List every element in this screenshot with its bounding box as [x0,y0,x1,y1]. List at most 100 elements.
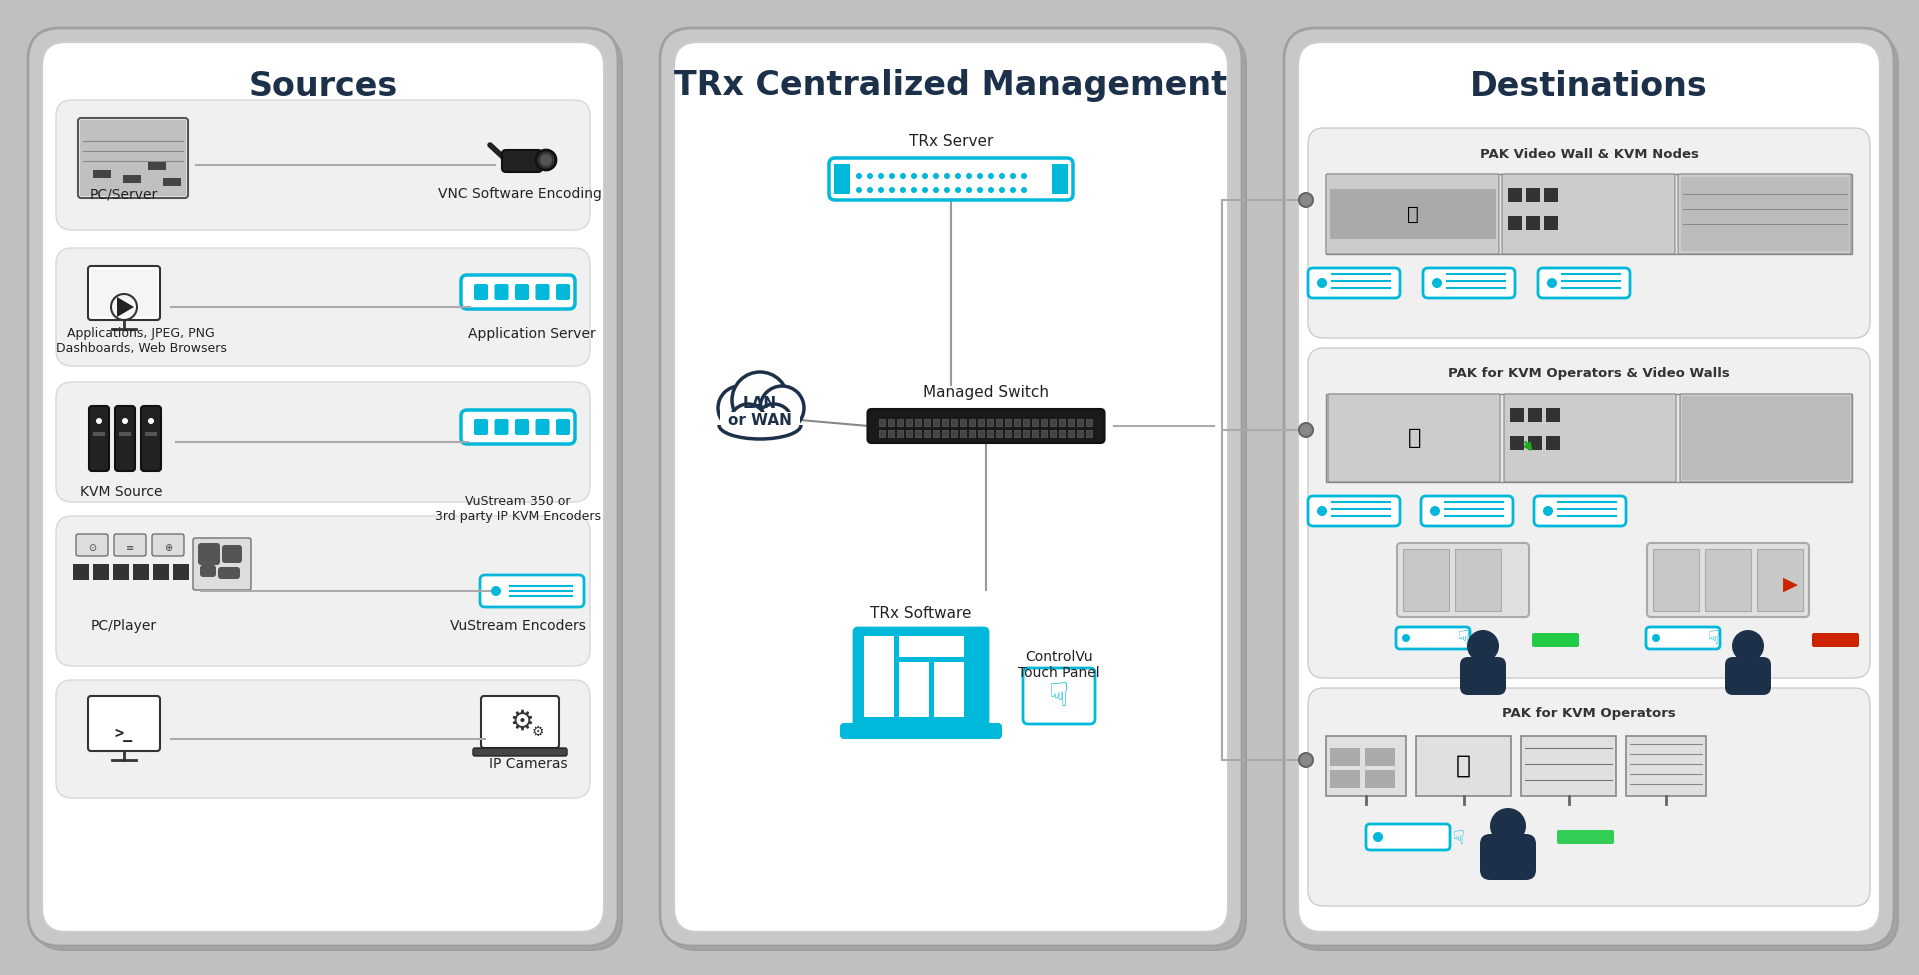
FancyBboxPatch shape [1503,174,1675,254]
Circle shape [888,187,894,193]
FancyBboxPatch shape [219,567,240,579]
FancyBboxPatch shape [1504,394,1675,482]
Bar [896,419,902,426]
FancyBboxPatch shape [200,565,217,577]
Circle shape [1547,278,1556,288]
Circle shape [956,187,961,193]
Circle shape [977,187,983,193]
Circle shape [760,386,804,430]
FancyBboxPatch shape [674,42,1228,932]
Text: 🌍: 🌍 [1407,205,1418,223]
Bar [154,564,169,580]
Bar [933,419,938,426]
Bar [1326,174,1852,254]
Bar [720,412,800,442]
Text: PC/Server: PC/Server [90,187,157,201]
Bar [1522,736,1616,796]
FancyBboxPatch shape [1309,348,1869,678]
Circle shape [1000,187,1006,193]
FancyBboxPatch shape [495,284,509,300]
Text: IP Cameras: IP Cameras [489,757,568,771]
FancyBboxPatch shape [829,158,1073,200]
Bar [906,419,912,426]
FancyBboxPatch shape [1290,33,1900,951]
FancyBboxPatch shape [514,284,530,300]
FancyBboxPatch shape [666,33,1247,951]
Circle shape [921,187,929,193]
Text: TRx Centralized Management: TRx Centralized Management [674,69,1228,102]
Circle shape [956,173,961,179]
FancyBboxPatch shape [1460,657,1506,695]
FancyBboxPatch shape [1537,268,1629,298]
FancyBboxPatch shape [33,33,624,951]
FancyBboxPatch shape [56,516,589,666]
Bar [942,430,948,437]
Circle shape [1009,187,1015,193]
Bar [1330,189,1497,239]
Bar [73,564,88,580]
Circle shape [729,404,766,440]
Bar [92,432,106,436]
Circle shape [718,386,762,430]
Bar [1545,188,1558,202]
FancyBboxPatch shape [1679,394,1852,482]
Bar [906,430,912,437]
FancyBboxPatch shape [29,28,618,946]
Bar [942,419,948,426]
Circle shape [148,418,154,424]
FancyBboxPatch shape [1725,657,1771,695]
Circle shape [867,187,873,193]
Circle shape [879,187,885,193]
Bar [898,662,929,717]
FancyBboxPatch shape [1297,42,1881,932]
Bar [1032,430,1038,437]
Bar [1040,430,1046,437]
FancyBboxPatch shape [482,696,558,748]
Circle shape [1543,506,1552,516]
Circle shape [912,173,917,179]
FancyBboxPatch shape [461,410,576,444]
Circle shape [900,173,906,179]
Text: VuStream Encoders: VuStream Encoders [451,619,585,633]
Bar [996,419,1002,426]
Text: PAK for KVM Operators & Video Walls: PAK for KVM Operators & Video Walls [1449,368,1729,380]
FancyBboxPatch shape [1023,668,1096,724]
Bar [1508,188,1522,202]
FancyBboxPatch shape [1395,627,1470,649]
FancyBboxPatch shape [1288,32,1898,950]
FancyBboxPatch shape [660,28,1242,946]
Bar [1364,748,1395,766]
Text: Applications, JPEG, PNG
Dashboards, Web Browsers: Applications, JPEG, PNG Dashboards, Web … [56,327,226,355]
Circle shape [856,187,862,193]
Bar [896,430,902,437]
Circle shape [1430,506,1439,516]
FancyBboxPatch shape [56,100,589,230]
FancyBboxPatch shape [662,30,1244,948]
Text: PAK Video Wall & KVM Nodes: PAK Video Wall & KVM Nodes [1480,147,1698,161]
FancyBboxPatch shape [557,284,570,300]
Bar [898,636,963,657]
Bar [1758,549,1804,611]
FancyBboxPatch shape [660,29,1244,947]
FancyBboxPatch shape [1647,627,1719,649]
Bar [90,269,157,317]
FancyBboxPatch shape [1309,688,1869,906]
Bar [879,419,885,426]
Text: VNC Software Encoding: VNC Software Encoding [438,187,603,201]
Text: PC/Player: PC/Player [90,619,157,633]
FancyBboxPatch shape [662,31,1245,949]
FancyBboxPatch shape [1812,633,1860,647]
Bar [923,430,929,437]
FancyBboxPatch shape [198,543,221,565]
FancyBboxPatch shape [33,32,622,950]
Bar [1032,419,1038,426]
FancyBboxPatch shape [1328,394,1501,482]
Bar [132,564,150,580]
FancyBboxPatch shape [79,118,188,198]
FancyBboxPatch shape [495,419,509,435]
Bar [1508,216,1522,230]
Circle shape [1299,193,1313,207]
Bar [1326,394,1852,482]
Text: 🌍: 🌍 [1457,754,1472,778]
Text: LAN
or WAN: LAN or WAN [727,396,793,428]
